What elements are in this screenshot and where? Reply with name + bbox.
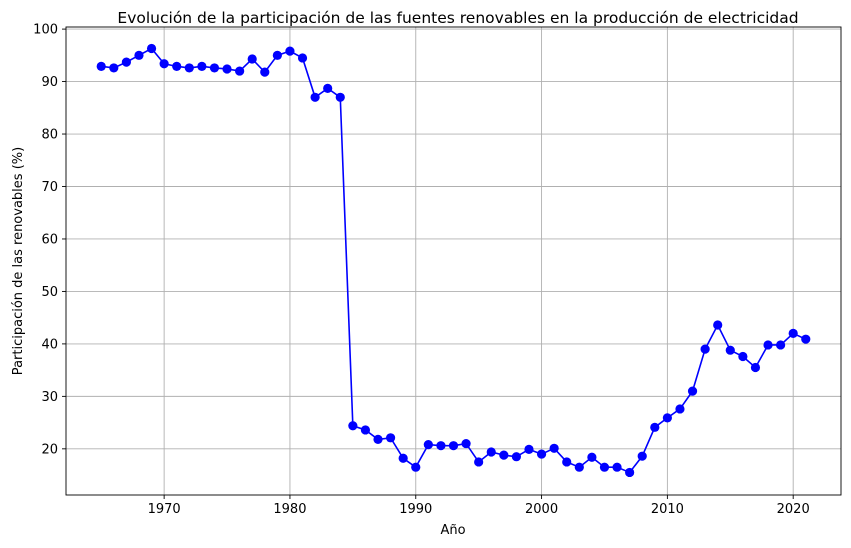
data-point xyxy=(763,340,773,350)
data-point xyxy=(700,344,710,354)
data-point xyxy=(574,462,584,472)
data-point xyxy=(209,63,220,73)
data-point xyxy=(536,449,547,459)
data-point xyxy=(637,451,647,461)
x-tick-label: 2020 xyxy=(777,502,810,517)
data-point xyxy=(474,457,484,467)
y-axis-label: Participación de las renovables (%) xyxy=(11,147,26,375)
data-point xyxy=(448,441,459,451)
data-point xyxy=(411,462,421,472)
y-tick-label: 20 xyxy=(41,442,58,457)
data-point xyxy=(398,453,408,463)
data-point xyxy=(423,440,433,450)
data-point xyxy=(524,444,534,454)
y-tick-label: 50 xyxy=(41,285,58,300)
data-point xyxy=(222,64,232,74)
x-tick-label: 1980 xyxy=(273,502,306,517)
x-tick-label: 2000 xyxy=(525,502,558,517)
data-point xyxy=(146,43,157,54)
data-point xyxy=(235,66,245,76)
data-point xyxy=(285,46,295,56)
y-tick-label: 70 xyxy=(41,180,58,195)
y-axis-ticks: 20 30 40 50 60 70 80 90 100 xyxy=(33,23,66,457)
data-point xyxy=(310,92,320,102)
x-tick-label: 1990 xyxy=(399,502,432,517)
data-point xyxy=(335,92,345,102)
data-point xyxy=(134,50,144,60)
data-point xyxy=(109,63,119,73)
data-point xyxy=(385,433,396,443)
data-series xyxy=(96,43,811,478)
data-point xyxy=(562,457,572,467)
data-point xyxy=(738,351,748,362)
y-tick-label: 100 xyxy=(33,23,58,38)
data-point xyxy=(687,386,698,396)
grid-lines xyxy=(66,27,841,495)
y-tick-label: 60 xyxy=(41,232,58,247)
data-point xyxy=(486,447,496,457)
x-axis-label: Año xyxy=(440,523,465,538)
data-point xyxy=(121,57,131,67)
data-point xyxy=(348,421,358,431)
data-point xyxy=(272,50,282,60)
data-point xyxy=(360,425,371,435)
data-point xyxy=(788,328,798,339)
data-point xyxy=(159,59,169,69)
chart-title: Evolución de la participación de las fue… xyxy=(117,9,798,27)
data-point xyxy=(323,83,333,93)
data-point xyxy=(96,61,106,71)
data-point xyxy=(587,452,597,462)
x-axis-ticks: 1970 1980 1990 2000 2010 2020 xyxy=(148,495,810,517)
data-point xyxy=(675,404,685,414)
data-point xyxy=(499,450,509,460)
data-point xyxy=(373,434,383,444)
data-point xyxy=(725,345,735,355)
y-tick-label: 90 xyxy=(41,75,58,90)
data-point xyxy=(247,54,257,64)
data-point xyxy=(549,443,559,453)
data-point xyxy=(297,53,308,63)
y-tick-label: 30 xyxy=(41,390,58,405)
data-point xyxy=(750,362,761,373)
series-line xyxy=(101,47,807,474)
data-point xyxy=(260,67,270,77)
data-point xyxy=(625,467,635,478)
data-point xyxy=(713,320,723,330)
data-point xyxy=(184,63,194,73)
y-tick-label: 80 xyxy=(41,128,58,143)
data-point xyxy=(776,340,786,350)
x-tick-label: 2010 xyxy=(651,502,684,517)
data-point xyxy=(599,462,610,472)
data-point xyxy=(662,413,672,423)
data-point xyxy=(461,438,471,449)
data-point xyxy=(197,61,207,71)
data-point xyxy=(650,422,660,432)
data-point xyxy=(511,452,522,462)
y-tick-label: 40 xyxy=(41,337,58,352)
data-point xyxy=(436,441,446,451)
plot-frame xyxy=(65,26,842,496)
x-tick-label: 1970 xyxy=(148,502,181,517)
data-point xyxy=(801,334,811,344)
data-point xyxy=(172,61,182,71)
data-point xyxy=(612,462,622,472)
